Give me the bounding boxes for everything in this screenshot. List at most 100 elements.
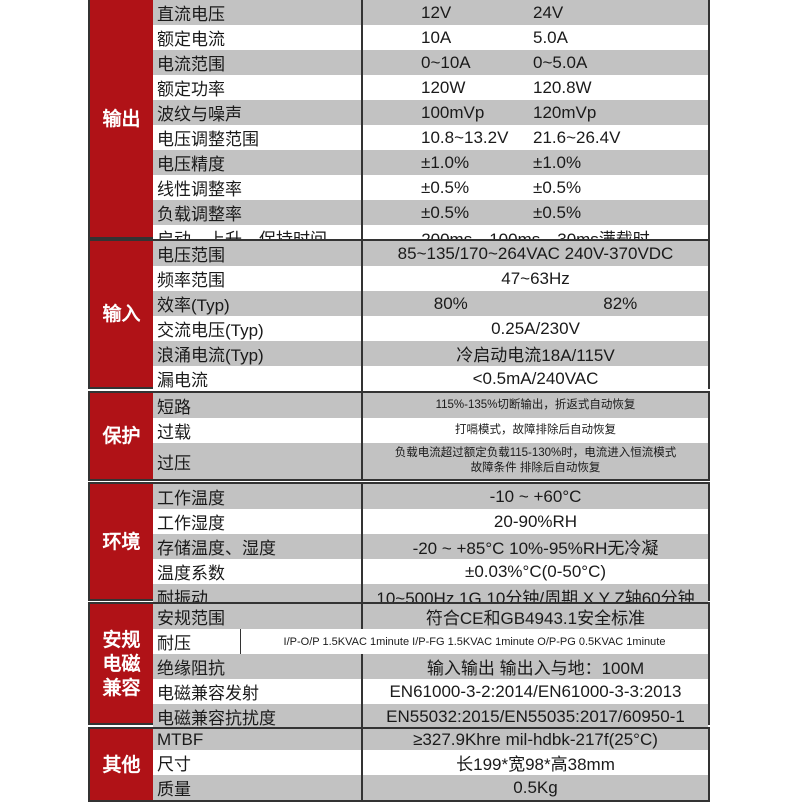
spec-value-text: 115%-135%切断输出，折返式自动恢复 (435, 399, 636, 411)
spec-value: 80% 82% (363, 291, 708, 316)
spec-row: 负载调整率 ±0.5% ±0.5% (153, 200, 708, 225)
spec-label: 直流电压 (153, 0, 363, 25)
spec-value-text: 85~135/170~264VAC 240V-370VDC (397, 243, 674, 263)
section-title: 保护 (90, 393, 153, 479)
spec-row: 直流电压 12V 24V (153, 0, 708, 25)
spec-value: ±0.5% ±0.5% (363, 200, 708, 225)
spec-value-text: <0.5mA/240VAC (472, 368, 599, 388)
spec-row: 电压范围 85~135/170~264VAC 240V-370VDC (153, 241, 708, 266)
spec-value-text: 80% (433, 293, 468, 313)
spec-row: 交流电压(Typ) 0.25A/230V (153, 316, 708, 341)
spec-value-text: 0.5Kg (513, 777, 558, 797)
spec-value-text: 21.6~26.4V (533, 127, 621, 147)
spec-row: 尺寸 长199*宽98*高38mm (153, 750, 708, 775)
spec-value: 85~135/170~264VAC 240V-370VDC (363, 241, 708, 266)
spec-value-text: ±0.5% (421, 202, 470, 222)
spec-label: 尺寸 (153, 750, 363, 775)
spec-label: 短路 (153, 393, 363, 418)
spec-label: 浪涌电流(Typ) (153, 341, 363, 366)
spec-row: 电压调整范围 10.8~13.2V 21.6~26.4V (153, 125, 708, 150)
spec-value-text: 100mVp (421, 102, 485, 122)
spec-value-text: 长199*宽98*高38mm (456, 755, 615, 774)
spec-row: 电压精度 ±1.0% ±1.0% (153, 150, 708, 175)
spec-row: 浪涌电流(Typ) 冷启动电流18A/115V (153, 341, 708, 366)
spec-row: 效率(Typ) 80% 82% (153, 291, 708, 316)
spec-row: 电流范围 0~10A 0~5.0A (153, 50, 708, 75)
spec-row: 电磁兼容抗扰度 EN55032:2015/EN55035:2017/60950-1 (153, 704, 708, 729)
spec-row: 过压 负载电流超过额定负载115-130%时，电流进入恒流模式 故障条件 排除后自动… (153, 443, 708, 479)
spec-label: 额定功率 (153, 75, 363, 100)
spec-value-text: 120W (421, 77, 466, 97)
spec-label: 耐压 (153, 629, 241, 654)
spec-value-text: ±1.0% (533, 152, 582, 172)
spec-value: 冷启动电流18A/115V (363, 341, 708, 366)
spec-value-text: ±0.5% (533, 177, 582, 197)
spec-label: 过压 (153, 443, 363, 479)
spec-row: 安规范围 符合CE和GB4943.1安全标准 (153, 604, 708, 629)
spec-value-text: 82% (603, 293, 638, 313)
spec-label: 交流电压(Typ) (153, 316, 363, 341)
section-title: 输出 (90, 0, 153, 237)
spec-value-text: 负载电流超过额定负载115-130%时，电流进入恒流模式 (394, 447, 677, 459)
spec-label: 工作湿度 (153, 509, 363, 534)
spec-label: 电流范围 (153, 50, 363, 75)
spec-row: 绝缘阻抗 输入输出 输出入与地：100M (153, 654, 708, 679)
spec-value: ≥327.9Khre mil-hdbk-217f(25°C) (363, 729, 708, 750)
spec-value-text: 输入输出 输出入与地：100M (426, 659, 645, 678)
spec-row: 耐压 I/P-O/P 1.5KVAC 1minute I/P-FG 1.5KVAC… (153, 629, 708, 654)
spec-value: I/P-O/P 1.5KVAC 1minute I/P-FG 1.5KVAC 1… (241, 629, 708, 654)
spec-value: 长199*宽98*高38mm (363, 750, 708, 775)
spec-value: EN61000-3-2:2014/EN61000-3-3:2013 (363, 679, 708, 704)
spec-label: 存储温度、湿度 (153, 534, 363, 559)
spec-value: <0.5mA/240VAC (363, 366, 708, 391)
spec-value-text: 0.25A/230V (491, 318, 580, 338)
section-4: 安规 电磁 兼容 安规范围 符合CE和GB4943.1安全标准 耐压 I/P-O/P 1… (88, 602, 710, 729)
spec-label: 工作温度 (153, 484, 363, 509)
spec-value: ±0.03%°C(0-50°C) (363, 559, 708, 584)
spec-label: 额定电流 (153, 25, 363, 50)
spec-row: 质量 0.5Kg (153, 775, 708, 800)
spec-value-text: 120mVp (533, 102, 597, 122)
spec-value: 12V 24V (363, 0, 708, 25)
spec-value-text: 打嗝模式，故障排除后自动恢复 (455, 424, 616, 436)
section-5: 其他 MTBF ≥327.9Khre mil-hdbk-217f(25°C) 尺寸 长1… (88, 727, 710, 802)
spec-label: 过载 (153, 418, 363, 443)
spec-value-text: ≥327.9Khre mil-hdbk-217f(25°C) (413, 729, 658, 749)
spec-label: 负载调整率 (153, 200, 363, 225)
spec-label: 线性调整率 (153, 175, 363, 200)
spec-value: 10A 5.0A (363, 25, 708, 50)
spec-value: 负载电流超过额定负载115-130%时，电流进入恒流模式 故障条件 排除后自动恢复 (363, 443, 708, 479)
spec-value-text: 10.8~13.2V (421, 127, 509, 147)
section-title: 其他 (90, 729, 153, 800)
spec-value: 100mVp 120mVp (363, 100, 708, 125)
spec-value-text: -10 ~ +60°C (489, 486, 582, 506)
spec-label: 安规范围 (153, 604, 363, 629)
spec-row: 电磁兼容发射 EN61000-3-2:2014/EN61000-3-3:2013 (153, 679, 708, 704)
spec-label: 电压调整范围 (153, 125, 363, 150)
section-title: 安规 电磁 兼容 (90, 604, 153, 723)
spec-label: MTBF (153, 729, 363, 750)
spec-label: 频率范围 (153, 266, 363, 291)
spec-value-text: 0~5.0A (533, 52, 588, 72)
spec-label: 绝缘阻抗 (153, 654, 363, 679)
spec-row: 漏电流 <0.5mA/240VAC (153, 366, 708, 391)
spec-value-text: ±1.0% (421, 152, 470, 172)
spec-value: 打嗝模式，故障排除后自动恢复 (363, 418, 708, 443)
spec-value-text: I/P-O/P 1.5KVAC 1minute I/P-FG 1.5KVAC 1… (283, 635, 666, 648)
spec-row: 波纹与噪声 100mVp 120mVp (153, 100, 708, 125)
section-title: 环境 (90, 484, 153, 599)
spec-value: 120W 120.8W (363, 75, 708, 100)
spec-label: 波纹与噪声 (153, 100, 363, 125)
section-0: 输出 直流电压 12V 24V 额定电流 10A 5.0A 电流范围 0~10A 0~5.0A 额定… (88, 0, 710, 250)
spec-value-text: 故障条件 排除后自动恢复 (470, 462, 601, 474)
spec-value-text: 冷启动电流18A/115V (456, 346, 615, 365)
spec-row: 工作温度 -10 ~ +60°C (153, 484, 708, 509)
spec-value: ±1.0% ±1.0% (363, 150, 708, 175)
spec-value-text: 24V (533, 2, 564, 22)
spec-row: 工作湿度 20-90%RH (153, 509, 708, 534)
spec-value: 0.5Kg (363, 775, 708, 800)
spec-label: 电磁兼容抗扰度 (153, 704, 363, 729)
spec-value: 20-90%RH (363, 509, 708, 534)
spec-row: 存储温度、湿度 -20 ~ +85°C 10%-95%RH无冷凝 (153, 534, 708, 559)
spec-value-text: -20 ~ +85°C 10%-95%RH无冷凝 (412, 539, 659, 558)
